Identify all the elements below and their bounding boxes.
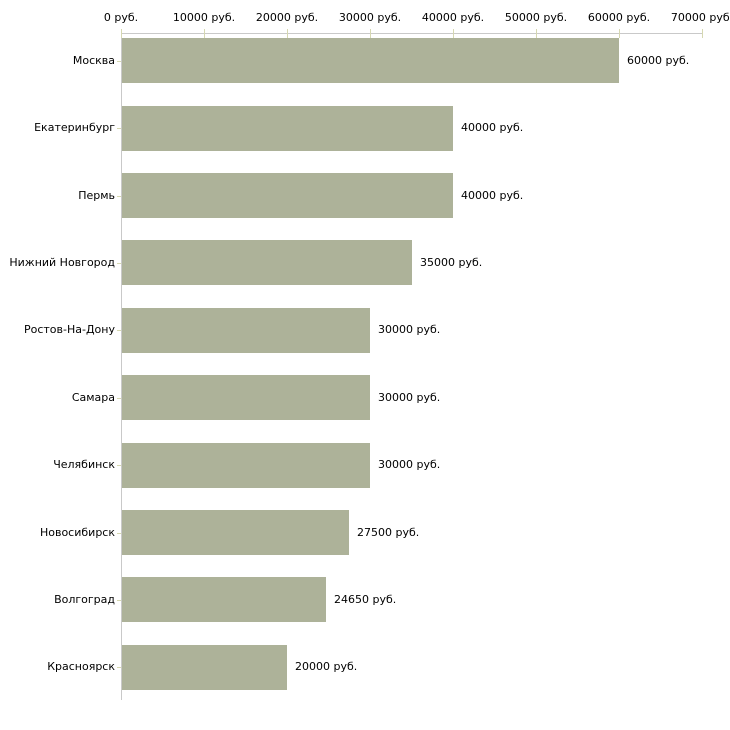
y-axis-tick xyxy=(117,600,121,601)
bar-2 xyxy=(122,173,453,218)
category-label: Ростов-На-Дону xyxy=(23,323,115,336)
x-axis-tick xyxy=(619,29,620,38)
x-axis-tick-label: 20000 руб. xyxy=(255,11,319,24)
x-axis-tick xyxy=(370,29,371,38)
value-label: 24650 руб. xyxy=(334,593,397,606)
value-label: 40000 руб. xyxy=(461,121,524,134)
value-label: 30000 руб. xyxy=(378,391,441,404)
y-axis-tick xyxy=(117,465,121,466)
y-axis-tick xyxy=(117,533,121,534)
category-label: Самара xyxy=(71,391,115,404)
category-label: Нижний Новгород xyxy=(9,256,115,269)
bar-3 xyxy=(122,240,412,285)
x-axis-tick xyxy=(453,29,454,38)
category-label: Челябинск xyxy=(53,458,115,471)
x-axis-tick-label: 0 руб. xyxy=(103,11,139,24)
x-axis-tick-label: 50000 руб. xyxy=(504,11,568,24)
bar-4 xyxy=(122,308,370,353)
category-label: Екатеринбург xyxy=(34,121,115,134)
y-axis-tick xyxy=(117,196,121,197)
value-label: 27500 руб. xyxy=(357,526,420,539)
bar-8 xyxy=(122,577,326,622)
bar-1 xyxy=(122,106,453,151)
category-label: Красноярск xyxy=(47,660,115,673)
bar-9 xyxy=(122,645,287,690)
category-label: Новосибирск xyxy=(39,526,115,539)
y-axis-tick xyxy=(117,330,121,331)
y-axis-tick xyxy=(117,263,121,264)
value-label: 30000 руб. xyxy=(378,458,441,471)
y-axis-tick xyxy=(117,61,121,62)
value-label: 20000 руб. xyxy=(295,660,358,673)
y-axis-tick xyxy=(117,398,121,399)
value-label: 40000 руб. xyxy=(461,189,524,202)
value-label: 30000 руб. xyxy=(378,323,441,336)
category-label: Волгоград xyxy=(54,593,115,606)
x-axis-tick xyxy=(204,29,205,38)
category-label: Пермь xyxy=(78,189,115,202)
bar-5 xyxy=(122,375,370,420)
bar-0 xyxy=(122,38,619,83)
x-axis-tick-label: 30000 руб. xyxy=(338,11,402,24)
x-axis-tick-label: 70000 руб. xyxy=(670,11,730,24)
x-axis-tick-label: 60000 руб. xyxy=(587,11,651,24)
x-axis-tick xyxy=(287,29,288,38)
y-axis-tick xyxy=(117,667,121,668)
bar-7 xyxy=(122,510,349,555)
y-axis-line xyxy=(121,33,122,700)
x-axis-tick xyxy=(121,29,122,38)
value-label: 60000 руб. xyxy=(627,54,690,67)
x-axis-line xyxy=(121,33,703,34)
x-axis-tick-label: 40000 руб. xyxy=(421,11,485,24)
x-axis-tick xyxy=(536,29,537,38)
category-label: Москва xyxy=(72,54,115,67)
x-axis-tick xyxy=(702,29,703,38)
bar-6 xyxy=(122,443,370,488)
y-axis-tick xyxy=(117,128,121,129)
value-label: 35000 руб. xyxy=(420,256,483,269)
x-axis-tick-label: 10000 руб. xyxy=(172,11,236,24)
